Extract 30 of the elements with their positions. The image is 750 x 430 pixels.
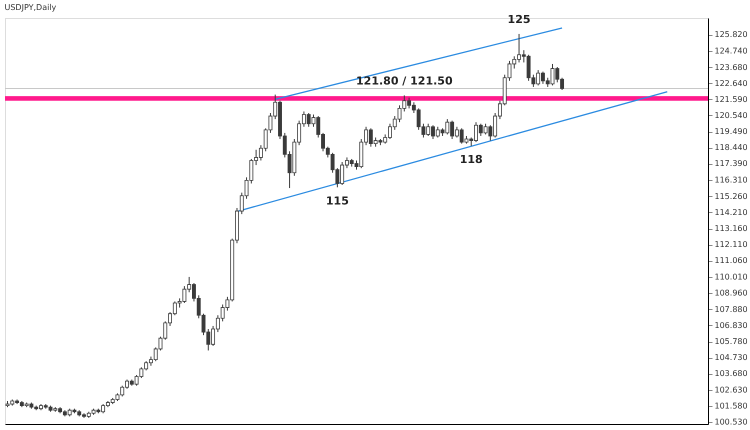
y-tick-label: 108.960	[714, 288, 748, 298]
y-tick-label: 111.060	[714, 256, 748, 266]
y-tick-label: 120.540	[714, 110, 748, 120]
chart-title: USDJPY,Daily	[4, 2, 57, 12]
y-tick-label: 119.490	[714, 127, 748, 136]
y-tick-label: 110.010	[714, 272, 748, 282]
y-tick-label: 124.740	[714, 46, 748, 56]
y-tick-label: 125.820	[714, 30, 748, 40]
y-tick-label: 123.680	[714, 62, 748, 72]
y-tick-label: 100.530	[714, 418, 748, 427]
y-tick-label: 114.210	[714, 208, 748, 217]
y-tick-label: 113.160	[714, 224, 748, 234]
y-tick-label: 122.640	[714, 78, 748, 88]
y-tick-label: 107.880	[714, 304, 748, 314]
y-tick-label: 115.260	[714, 192, 748, 201]
y-tick-label: 118.440	[714, 143, 748, 152]
annotation: 115	[326, 194, 349, 208]
annotation: 121.80 / 121.50	[356, 74, 453, 88]
y-tick-label: 104.730	[714, 353, 748, 362]
y-tick-label: 102.630	[714, 385, 748, 394]
y-tick-label: 117.390	[714, 159, 748, 168]
annotation: 118	[460, 152, 483, 166]
y-tick-label: 112.110	[714, 240, 748, 250]
annotation: 125	[508, 12, 531, 26]
y-tick-label: 103.680	[714, 369, 748, 378]
y-tick-label: 101.580	[714, 401, 748, 410]
y-tick-label: 116.310	[714, 176, 748, 185]
y-tick-label: 121.590	[714, 94, 748, 104]
y-tick-label: 106.830	[714, 320, 748, 330]
y-tick-label: 105.780	[714, 337, 748, 346]
